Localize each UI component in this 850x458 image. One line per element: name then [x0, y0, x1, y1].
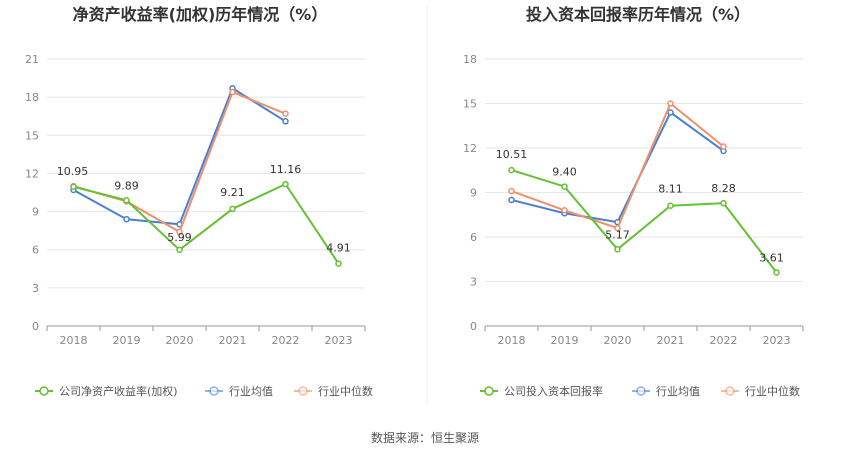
- x-tick-label: 2022: [710, 334, 738, 347]
- x-tick-label: 2019: [551, 334, 579, 347]
- data-point: [176, 246, 183, 254]
- chart-title: 净资产收益率(加权)历年情况（%）: [73, 5, 328, 24]
- legend-marker-point: [636, 386, 646, 396]
- x-tick-label: 2020: [166, 334, 194, 347]
- data-point: [70, 183, 77, 191]
- y-tick-label: 18: [463, 53, 477, 66]
- y-tick-label: 9: [470, 187, 477, 200]
- data-label: 10.51: [496, 148, 528, 161]
- y-tick-label: 18: [25, 91, 39, 104]
- data-point: [508, 166, 515, 174]
- legend-label: 行业均值: [656, 385, 700, 398]
- data-label: 5.99: [167, 231, 192, 244]
- data-point: [282, 180, 289, 188]
- data-point: [229, 205, 236, 213]
- legend-marker-point: [39, 386, 49, 396]
- x-tick-label: 2021: [657, 334, 685, 347]
- data-label: 11.16: [270, 163, 302, 176]
- data-label: 8.28: [711, 182, 736, 195]
- data-source: 数据来源：恒生聚源: [370, 431, 479, 445]
- data-point: [667, 202, 674, 209]
- data-point: [229, 88, 236, 96]
- series-line: [511, 169, 778, 274]
- data-point: [773, 269, 780, 276]
- data-point: [508, 187, 515, 195]
- data-point: [561, 183, 568, 190]
- data-point: [508, 196, 515, 204]
- legend-marker-point: [298, 386, 308, 396]
- y-tick-label: 12: [25, 167, 39, 180]
- series-line: [511, 101, 725, 230]
- x-tick-label: 2023: [763, 334, 791, 347]
- x-tick-label: 2020: [604, 334, 632, 347]
- y-tick-label: 6: [470, 231, 477, 244]
- y-tick-label: 3: [32, 282, 39, 295]
- data-point: [667, 100, 674, 107]
- legend-marker-point: [209, 386, 219, 396]
- data-label: 8.11: [658, 183, 683, 196]
- y-tick-label: 9: [32, 206, 39, 219]
- data-point: [667, 109, 674, 116]
- x-tick-label: 2022: [272, 334, 300, 347]
- series-line: [73, 182, 340, 265]
- x-tick-label: 2019: [113, 334, 141, 347]
- y-tick-label: 21: [25, 53, 39, 66]
- data-point: [614, 246, 621, 253]
- legend-label: 公司投入资本回报率: [504, 384, 603, 398]
- y-tick-label: 15: [463, 98, 477, 111]
- y-tick-label: 3: [470, 276, 477, 289]
- data-point: [176, 228, 183, 236]
- y-tick-label: 12: [463, 142, 477, 155]
- legend-label: 行业中位数: [745, 384, 800, 398]
- legend-label: 公司净资产收益率(加权): [59, 384, 178, 398]
- data-point: [720, 199, 727, 207]
- data-point: [123, 197, 130, 204]
- series-line: [511, 110, 725, 224]
- data-label: 9.40: [552, 166, 577, 179]
- data-label: 9.89: [114, 179, 139, 192]
- chart-title: 投入资本回报率历年情况（%）: [526, 5, 750, 24]
- y-tick-label: 0: [470, 320, 477, 333]
- legend-marker-point: [725, 386, 735, 396]
- y-tick-label: 15: [25, 129, 39, 142]
- charts-canvas: 净资产收益率(加权)历年情况（%） 0 3 6 9 12 15 18 21 2018 2019 202…: [25, 5, 804, 405]
- data-label: 4.91: [326, 242, 351, 255]
- data-label: 3.61: [759, 251, 784, 264]
- y-tick-label: 6: [32, 244, 39, 257]
- series-line: [73, 86, 287, 226]
- data-label: 9.21: [220, 186, 245, 199]
- data-label: 10.95: [57, 165, 89, 178]
- x-tick-label: 2023: [325, 334, 353, 347]
- data-point: [720, 143, 727, 150]
- data-point: [335, 260, 342, 267]
- legend-label: 行业均值: [229, 385, 273, 398]
- data-point: [282, 110, 289, 117]
- x-tick-label: 2018: [60, 334, 88, 347]
- data-point: [614, 224, 621, 232]
- x-tick-label: 2018: [498, 334, 526, 347]
- legend-label: 行业中位数: [318, 384, 373, 398]
- data-label: 5.17: [605, 228, 630, 241]
- series-line: [73, 90, 286, 234]
- legend-marker-point: [484, 386, 494, 396]
- data-point: [282, 118, 289, 125]
- data-point: [123, 215, 130, 223]
- x-tick-label: 2021: [219, 334, 247, 347]
- y-tick-label: 0: [32, 320, 39, 333]
- data-point: [561, 207, 568, 214]
